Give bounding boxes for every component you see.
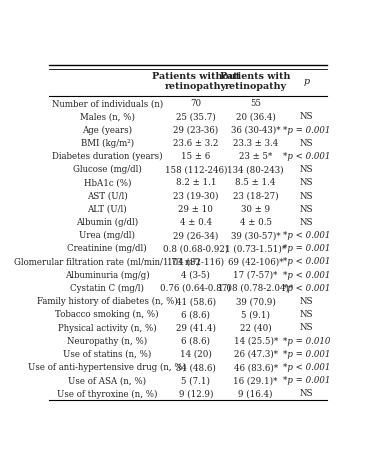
Text: 14 (20): 14 (20)	[180, 349, 212, 358]
Text: Use of thyroxine (n, %): Use of thyroxine (n, %)	[57, 388, 157, 398]
Text: 5 (7.1): 5 (7.1)	[181, 375, 210, 384]
Text: NS: NS	[300, 165, 313, 174]
Text: NS: NS	[300, 138, 313, 147]
Text: 39 (70.9): 39 (70.9)	[236, 296, 276, 305]
Text: 25 (35.7): 25 (35.7)	[176, 112, 216, 121]
Text: 41 (58.6): 41 (58.6)	[176, 296, 216, 305]
Text: *p < 0.001: *p < 0.001	[283, 362, 330, 371]
Text: 4 (3-5): 4 (3-5)	[181, 270, 210, 279]
Text: 15 ± 6: 15 ± 6	[181, 152, 210, 161]
Text: *p = 0.001: *p = 0.001	[283, 244, 330, 253]
Text: NS: NS	[300, 191, 313, 200]
Text: ALT (U/l): ALT (U/l)	[87, 204, 127, 213]
Text: HbA1c (%): HbA1c (%)	[84, 178, 131, 187]
Text: Diabetes duration (years): Diabetes duration (years)	[52, 152, 163, 161]
Text: 14 (25.5)*: 14 (25.5)*	[233, 336, 278, 345]
Text: Use of ASA (n, %): Use of ASA (n, %)	[68, 375, 146, 384]
Text: 55: 55	[250, 99, 261, 108]
Text: AST (U/l): AST (U/l)	[87, 191, 128, 200]
Text: *p < 0.001: *p < 0.001	[283, 270, 330, 279]
Text: 29 (23-36): 29 (23-36)	[173, 125, 218, 134]
Text: *p < 0.001: *p < 0.001	[283, 283, 330, 292]
Text: BMI (kg/m²): BMI (kg/m²)	[81, 138, 134, 147]
Text: 0.76 (0.64-0.87): 0.76 (0.64-0.87)	[160, 283, 231, 292]
Text: 36 (30-43)*: 36 (30-43)*	[231, 125, 280, 134]
Text: 23 (18-27): 23 (18-27)	[233, 191, 279, 200]
Text: *p = 0.001: *p = 0.001	[283, 125, 330, 134]
Text: *p < 0.001: *p < 0.001	[283, 152, 330, 161]
Text: 0.8 (0.68-0.92): 0.8 (0.68-0.92)	[163, 244, 228, 253]
Text: 20 (36.4): 20 (36.4)	[236, 112, 276, 121]
Text: Physical activity (n, %): Physical activity (n, %)	[58, 322, 157, 332]
Text: NS: NS	[300, 309, 313, 318]
Text: Family history of diabetes (n, %): Family history of diabetes (n, %)	[37, 296, 178, 305]
Text: p: p	[304, 77, 310, 86]
Text: Creatinine (mg/dl): Creatinine (mg/dl)	[68, 244, 147, 253]
Text: 29 (41.4): 29 (41.4)	[176, 323, 216, 332]
Text: NS: NS	[300, 178, 313, 187]
Text: *p = 0.001: *p = 0.001	[283, 349, 330, 358]
Text: NS: NS	[300, 389, 313, 398]
Text: 39 (30-57)*: 39 (30-57)*	[231, 230, 280, 239]
Text: Patients with
retinopathy: Patients with retinopathy	[221, 72, 291, 91]
Text: Urea (mg/dl): Urea (mg/dl)	[79, 230, 135, 239]
Text: 69 (42-106)*: 69 (42-106)*	[228, 257, 283, 266]
Text: 22 (40): 22 (40)	[240, 323, 272, 332]
Text: Cystatin C (mg/l): Cystatin C (mg/l)	[70, 283, 144, 292]
Text: 9 (12.9): 9 (12.9)	[178, 389, 213, 398]
Text: *p < 0.001: *p < 0.001	[283, 230, 330, 239]
Text: NS: NS	[300, 112, 313, 121]
Text: 70: 70	[190, 99, 201, 108]
Text: NS: NS	[300, 323, 313, 332]
Text: Glomerular filtration rate (ml/min/1.73 m²): Glomerular filtration rate (ml/min/1.73 …	[14, 257, 200, 266]
Text: 5 (9.1): 5 (9.1)	[241, 309, 270, 318]
Text: Use of anti-hypertensive drug (n, %): Use of anti-hypertensive drug (n, %)	[28, 362, 186, 371]
Text: 1.08 (0.78-2.04)*: 1.08 (0.78-2.04)*	[218, 283, 293, 292]
Text: Albuminuria (mg/g): Albuminuria (mg/g)	[65, 270, 150, 279]
Text: Albumin (g/dl): Albumin (g/dl)	[76, 217, 138, 226]
Text: 30 ± 9: 30 ± 9	[241, 204, 270, 213]
Text: 17 (7-57)*: 17 (7-57)*	[233, 270, 278, 279]
Text: 23 ± 5*: 23 ± 5*	[239, 152, 272, 161]
Text: 8.5 ± 1.4: 8.5 ± 1.4	[236, 178, 276, 187]
Text: 23.6 ± 3.2: 23.6 ± 3.2	[173, 138, 218, 147]
Text: 6 (8.6): 6 (8.6)	[181, 336, 210, 345]
Text: Use of statins (n, %): Use of statins (n, %)	[63, 349, 152, 358]
Text: Tobacco smoking (n, %): Tobacco smoking (n, %)	[55, 309, 159, 318]
Text: NS: NS	[300, 296, 313, 305]
Text: 1 (0.73-1.51)*: 1 (0.73-1.51)*	[225, 244, 286, 253]
Text: 8.2 ± 1.1: 8.2 ± 1.1	[175, 178, 216, 187]
Text: 29 (26-34): 29 (26-34)	[173, 230, 218, 239]
Text: 158 (112-246): 158 (112-246)	[164, 165, 227, 174]
Text: 34 (48.6): 34 (48.6)	[176, 362, 216, 371]
Text: *p = 0.010: *p = 0.010	[283, 336, 330, 345]
Text: Glucose (mg/dl): Glucose (mg/dl)	[73, 165, 142, 174]
Text: Patients without
retinopathy: Patients without retinopathy	[152, 72, 240, 91]
Text: 46 (83.6)*: 46 (83.6)*	[234, 362, 278, 371]
Text: 16 (29.1)*: 16 (29.1)*	[233, 375, 278, 384]
Text: 23 (19-30): 23 (19-30)	[173, 191, 218, 200]
Text: 134 (80-243): 134 (80-243)	[228, 165, 284, 174]
Text: 4 ± 0.4: 4 ± 0.4	[180, 217, 212, 226]
Text: Males (n, %): Males (n, %)	[80, 112, 135, 121]
Text: NS: NS	[300, 217, 313, 226]
Text: 26 (47.3)*: 26 (47.3)*	[234, 349, 278, 358]
Text: 23.3 ± 3.4: 23.3 ± 3.4	[233, 138, 278, 147]
Text: 104 (82-116): 104 (82-116)	[167, 257, 224, 266]
Text: Number of individuals (n): Number of individuals (n)	[52, 99, 163, 108]
Text: 6 (8.6): 6 (8.6)	[181, 309, 210, 318]
Text: Neuropathy (n, %): Neuropathy (n, %)	[67, 336, 148, 345]
Text: *p < 0.001: *p < 0.001	[283, 257, 330, 266]
Text: NS: NS	[300, 204, 313, 213]
Text: *p = 0.001: *p = 0.001	[283, 375, 330, 384]
Text: 9 (16.4): 9 (16.4)	[239, 389, 273, 398]
Text: 29 ± 10: 29 ± 10	[178, 204, 213, 213]
Text: 4 ± 0.5: 4 ± 0.5	[240, 217, 272, 226]
Text: Age (years): Age (years)	[82, 125, 132, 134]
